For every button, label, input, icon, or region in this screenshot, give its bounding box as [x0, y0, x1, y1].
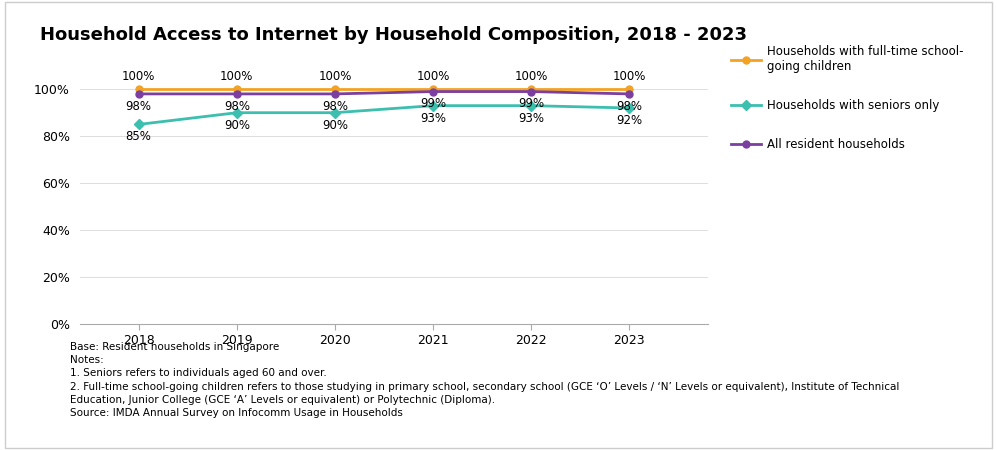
- Title: Household Access to Internet by Household Composition, 2018 - 2023: Household Access to Internet by Househol…: [40, 26, 748, 44]
- Text: 100%: 100%: [417, 70, 450, 83]
- Text: 98%: 98%: [616, 100, 642, 113]
- Text: 100%: 100%: [318, 70, 352, 83]
- Text: 98%: 98%: [126, 100, 152, 113]
- Text: 85%: 85%: [126, 130, 152, 143]
- Text: 99%: 99%: [420, 98, 446, 110]
- Text: 99%: 99%: [518, 98, 544, 110]
- Text: 90%: 90%: [223, 118, 250, 131]
- Text: 100%: 100%: [220, 70, 253, 83]
- Text: 100%: 100%: [613, 70, 646, 83]
- Text: 98%: 98%: [223, 100, 250, 113]
- Legend: Households with full-time school-
going children, Households with seniors only, : Households with full-time school- going …: [727, 40, 968, 156]
- Text: 92%: 92%: [616, 114, 642, 127]
- Text: 100%: 100%: [514, 70, 548, 83]
- Text: Base: Resident households in Singapore
Notes:
1. Seniors refers to individuals a: Base: Resident households in Singapore N…: [70, 342, 899, 418]
- Text: 90%: 90%: [322, 118, 348, 131]
- Text: 100%: 100%: [122, 70, 156, 83]
- Text: 98%: 98%: [322, 100, 348, 113]
- Text: 93%: 93%: [518, 112, 544, 125]
- Text: 93%: 93%: [420, 112, 446, 125]
